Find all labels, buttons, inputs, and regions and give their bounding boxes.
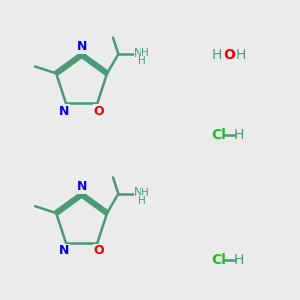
- Text: N: N: [59, 105, 70, 118]
- Text: H: H: [233, 128, 244, 142]
- Text: H: H: [236, 48, 246, 62]
- Text: O: O: [94, 244, 104, 257]
- Text: N: N: [76, 40, 87, 53]
- Text: N: N: [76, 180, 87, 193]
- Text: H: H: [141, 48, 149, 58]
- Text: H: H: [141, 188, 149, 198]
- Text: N: N: [134, 186, 143, 200]
- Text: H: H: [233, 253, 244, 267]
- Text: Cl: Cl: [211, 128, 226, 142]
- Text: H: H: [138, 56, 146, 67]
- Text: N: N: [59, 244, 70, 257]
- Text: Cl: Cl: [211, 253, 226, 267]
- Text: N: N: [134, 47, 143, 60]
- Text: H: H: [138, 196, 146, 206]
- Text: O: O: [94, 105, 104, 118]
- Text: H: H: [212, 48, 222, 62]
- Text: O: O: [223, 48, 235, 62]
